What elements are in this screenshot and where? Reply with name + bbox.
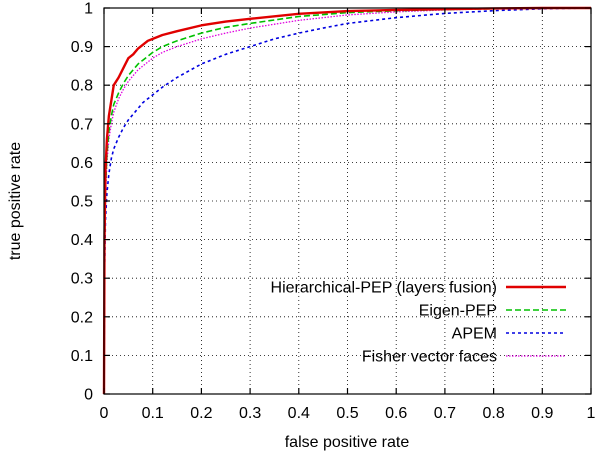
y-tick-label: 0.6 xyxy=(71,155,93,172)
legend: Hierarchical-PEP (layers fusion) Eigen-PE… xyxy=(271,280,566,366)
y-tick-label: 0.2 xyxy=(71,309,93,326)
y-tick-label: 0.7 xyxy=(71,116,93,133)
x-tick-label: 0.6 xyxy=(385,405,407,422)
x-tick-label: 0.8 xyxy=(482,405,504,422)
x-tick-label: 0.1 xyxy=(142,405,164,422)
y-tick-label: 1 xyxy=(84,1,93,18)
series-layer xyxy=(102,6,592,395)
x-tick-labels: 0 0.1 0.2 0.3 0.4 0.5 0.6 0.7 0.8 0.9 1 xyxy=(100,405,596,422)
y-tick-label: 0.8 xyxy=(71,78,93,95)
y-tick-label: 0.5 xyxy=(71,194,93,211)
series-line-0 xyxy=(102,6,591,395)
x-tick-label: 0.7 xyxy=(434,405,456,422)
x-tick-label: 0.5 xyxy=(336,405,358,422)
legend-label-2: APEM xyxy=(452,326,497,343)
y-tick-label: 0.4 xyxy=(71,232,93,249)
x-tick-label: 0.4 xyxy=(288,405,310,422)
x-tick-label: 1 xyxy=(587,405,596,422)
y-axis-label: true positive rate xyxy=(7,142,24,260)
x-tick-label: 0.9 xyxy=(531,405,553,422)
legend-label-3: Fisher vector faces xyxy=(362,349,497,366)
x-axis-label: false positive rate xyxy=(285,434,410,451)
x-tick-label: 0.3 xyxy=(239,405,261,422)
legend-label-0: Hierarchical-PEP (layers fusion) xyxy=(271,280,497,297)
series-line-2 xyxy=(103,7,592,395)
tick-marks xyxy=(103,7,592,395)
y-tick-label: 0.3 xyxy=(71,271,93,288)
y-tick-label: 0.1 xyxy=(71,348,93,365)
y-tick-label: 0.9 xyxy=(71,39,93,56)
y-tick-label: 0 xyxy=(84,387,93,404)
x-tick-label: 0.2 xyxy=(190,405,212,422)
grid xyxy=(104,8,591,394)
y-tick-labels: 0 0.1 0.2 0.3 0.4 0.5 0.6 0.7 0.8 0.9 1 xyxy=(71,1,93,404)
legend-label-1: Eigen-PEP xyxy=(419,303,497,320)
x-tick-label: 0 xyxy=(100,405,109,422)
